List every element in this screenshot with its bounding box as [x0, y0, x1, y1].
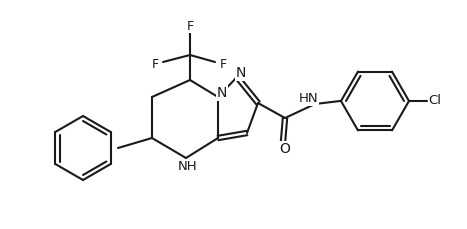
Text: F: F — [186, 19, 193, 33]
Text: NH: NH — [178, 160, 198, 172]
Text: O: O — [280, 142, 290, 156]
Text: N: N — [217, 86, 227, 100]
Text: F: F — [219, 58, 226, 71]
Text: Cl: Cl — [429, 95, 441, 107]
Text: F: F — [151, 58, 159, 71]
Text: HN: HN — [299, 93, 319, 106]
Text: N: N — [236, 66, 246, 80]
